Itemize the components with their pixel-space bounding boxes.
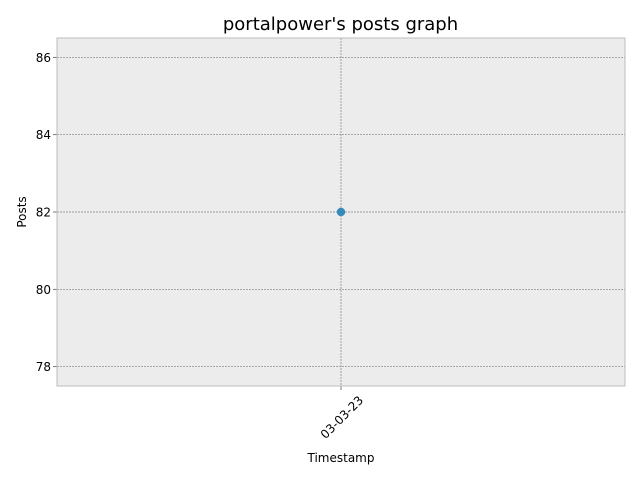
data-point <box>336 207 346 217</box>
y-tick-label: 84 <box>36 128 51 142</box>
x-axis-ticks: 03-03-23 <box>318 386 366 442</box>
y-tick-label: 82 <box>36 206 51 220</box>
chart-title: portalpower's posts graph <box>223 14 458 35</box>
y-tick-label: 78 <box>36 360 51 374</box>
x-tick-label: 03-03-23 <box>318 393 366 441</box>
y-axis-ticks: 78 80 82 84 86 <box>36 51 57 374</box>
x-axis-label: Timestamp <box>307 451 375 465</box>
grid <box>57 38 625 386</box>
y-axis-label: Posts <box>15 196 29 227</box>
y-tick-label: 86 <box>36 51 51 65</box>
plot-frame <box>56 37 626 387</box>
series <box>336 207 346 217</box>
y-tick-label: 80 <box>36 283 51 297</box>
